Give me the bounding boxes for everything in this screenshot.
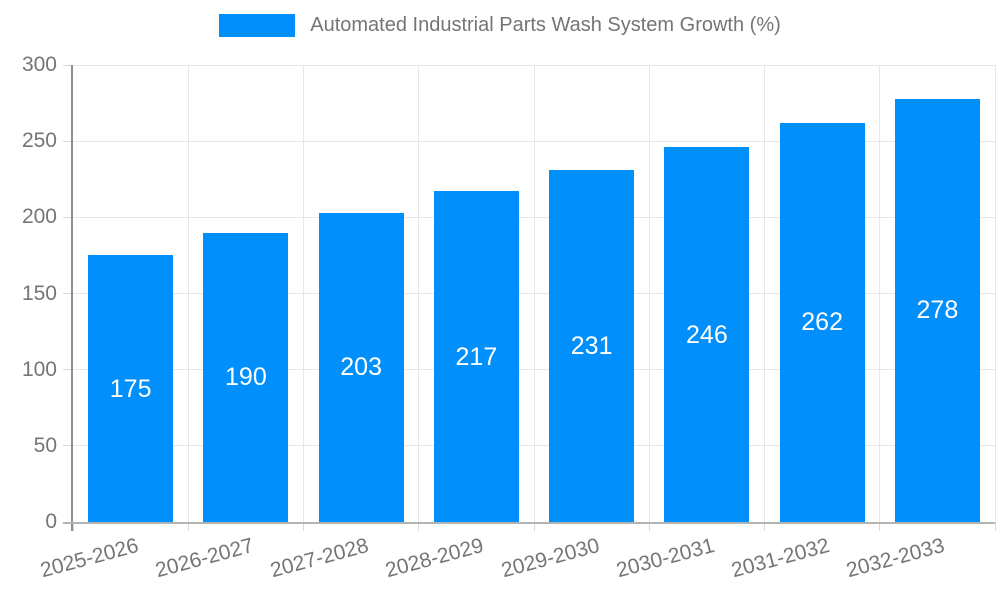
bar-value-label: 262 (801, 308, 843, 337)
x-tick (879, 522, 881, 531)
y-tick (63, 445, 73, 447)
legend[interactable]: Automated Industrial Parts Wash System G… (0, 14, 1000, 37)
bar-value-label: 231 (570, 332, 613, 361)
y-tick (63, 369, 73, 371)
x-gridline (764, 65, 765, 522)
bar[interactable] (203, 232, 289, 522)
bar[interactable] (779, 122, 865, 522)
x-gridline (418, 65, 420, 522)
x-gridline (648, 65, 650, 522)
y-tick-label: 150 (21, 281, 57, 305)
y-tick-label: 300 (21, 53, 57, 76)
x-gridline (879, 65, 881, 522)
x-gridline (187, 65, 189, 522)
bar-value-label: 190 (225, 363, 267, 392)
bar[interactable] (664, 147, 750, 522)
y-tick-label: 100 (21, 357, 57, 381)
bar-value-label: 246 (686, 320, 728, 349)
bar-value-label: 203 (340, 353, 382, 382)
y-tick (63, 64, 73, 66)
bar[interactable] (88, 255, 174, 522)
bar-value-label: 278 (916, 296, 959, 325)
legend-swatch (219, 14, 296, 37)
x-tick (648, 522, 650, 531)
y-tick-label: 50 (33, 433, 57, 457)
x-tick (764, 522, 765, 531)
bar[interactable] (318, 212, 404, 522)
x-gridline (533, 65, 535, 522)
x-axis-line (63, 522, 995, 524)
bar-value-label: 217 (455, 342, 498, 371)
y-tick-label: 250 (21, 129, 57, 153)
y-tick (63, 216, 73, 218)
y-tick (63, 140, 73, 142)
y-axis-line (71, 65, 73, 531)
x-tick (303, 522, 304, 531)
bar[interactable] (894, 98, 980, 522)
x-tick (994, 522, 996, 531)
y-tick-label: 0 (45, 510, 57, 533)
bar[interactable] (433, 191, 519, 522)
x-tick (533, 522, 535, 531)
bar[interactable] (549, 170, 635, 522)
x-tick (187, 522, 189, 531)
y-tick (63, 293, 73, 294)
legend-label: Automated Industrial Parts Wash System G… (310, 14, 781, 36)
bar-value-label: 175 (109, 374, 152, 403)
y-tick-label: 200 (21, 205, 57, 229)
x-gridline (303, 65, 304, 522)
x-tick (72, 522, 74, 531)
x-tick (418, 522, 420, 531)
x-gridline (994, 65, 996, 522)
